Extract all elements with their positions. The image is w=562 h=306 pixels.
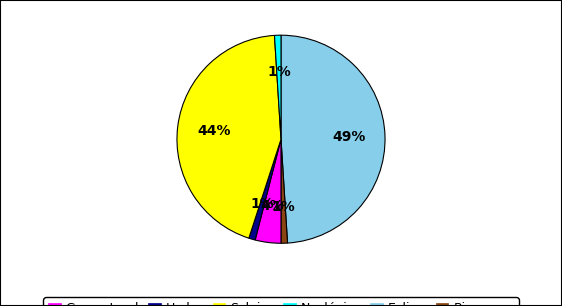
Wedge shape	[249, 139, 281, 240]
Text: 1%: 1%	[271, 200, 295, 214]
Text: 49%: 49%	[332, 130, 365, 144]
Wedge shape	[281, 35, 385, 243]
Wedge shape	[281, 139, 288, 243]
Wedge shape	[177, 35, 281, 238]
Text: 44%: 44%	[197, 124, 230, 138]
Text: 1%: 1%	[267, 65, 291, 79]
Legend: Gaz naturel, Hydro, Solaire, Nucléaire, Eolien, Biomasse: Gaz naturel, Hydro, Solaire, Nucléaire, …	[43, 297, 519, 306]
Wedge shape	[255, 139, 281, 243]
Wedge shape	[274, 35, 281, 139]
Text: 1%: 1%	[250, 197, 274, 211]
Text: 4%: 4%	[261, 199, 284, 213]
